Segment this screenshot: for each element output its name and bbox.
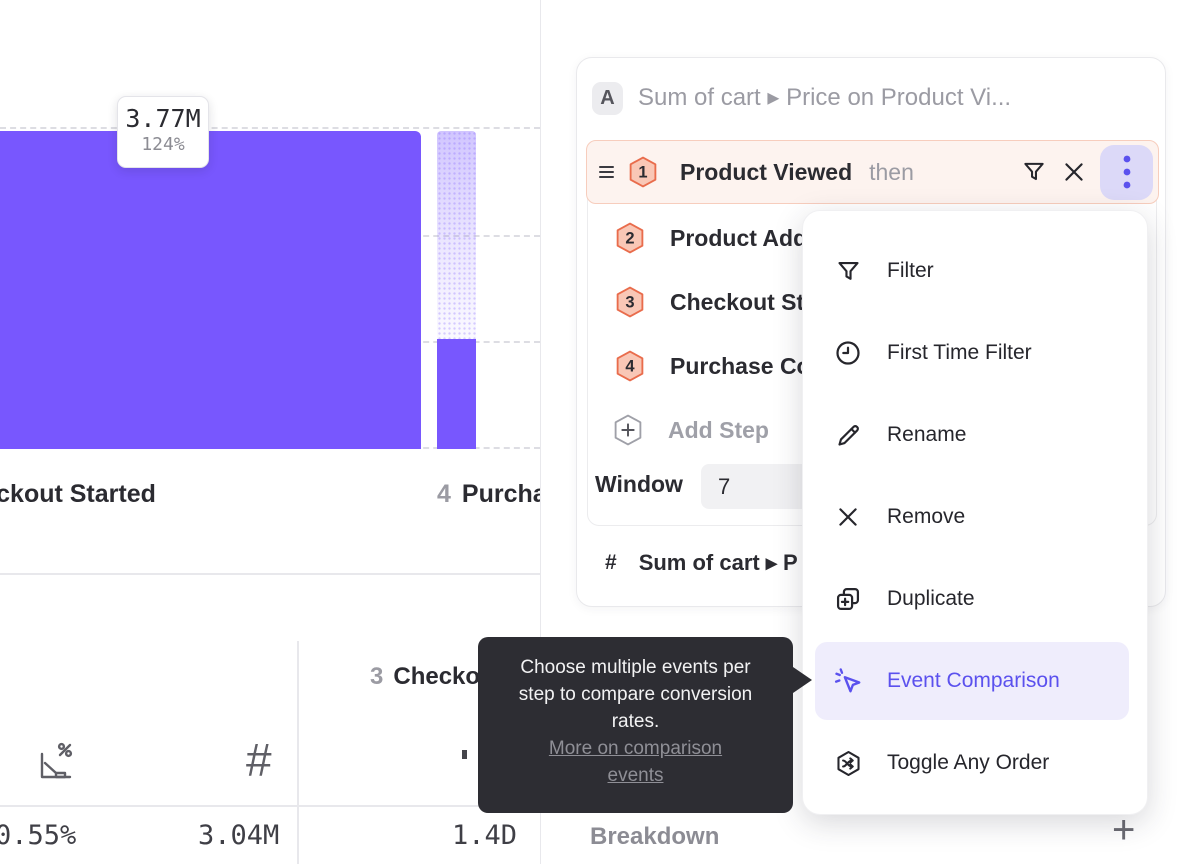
step-options-menu: Filter First Time Filter Rename xyxy=(802,210,1148,815)
step-remove-button[interactable] xyxy=(1054,152,1094,192)
svg-text:2: 2 xyxy=(625,230,634,248)
chart-tooltip-percent: 124% xyxy=(141,134,185,155)
info-tooltip-link[interactable]: More on comparison events xyxy=(548,738,723,786)
svg-text:3: 3 xyxy=(625,294,634,312)
step-row-1[interactable]: 1 Product Viewed then xyxy=(586,140,1159,204)
chart-tooltip-value: 3.77M xyxy=(125,104,201,133)
step-filter-button[interactable] xyxy=(1014,152,1054,192)
count-icon[interactable]: # xyxy=(246,734,272,786)
table-row-divider xyxy=(0,805,541,807)
conversion-rate-icon[interactable] xyxy=(32,740,78,786)
window-label: Window xyxy=(595,471,683,497)
table-cell-count: 3.04M xyxy=(198,820,280,851)
bar-label-text: Purchase Completed xyxy=(461,480,541,508)
menu-highlight xyxy=(815,642,1129,720)
column-step-number: 3 xyxy=(370,663,384,690)
step-badge-3: 3 xyxy=(615,286,645,318)
step-badge-4: 4 xyxy=(615,350,645,382)
breakdown-add-button[interactable]: + xyxy=(1112,808,1136,852)
table-column-divider xyxy=(297,641,299,864)
rename-icon xyxy=(833,420,863,450)
menu-item-rename[interactable]: Rename xyxy=(803,405,1147,465)
filter-icon xyxy=(833,256,863,286)
drag-handle-icon[interactable] xyxy=(598,164,615,180)
metric-row[interactable]: # Sum of cart ▸ P xyxy=(605,547,798,579)
menu-item-filter[interactable]: Filter xyxy=(803,241,1147,301)
chart-tooltip: 3.77M 124% xyxy=(117,96,209,168)
info-tooltip: Choose multiple events per step to compa… xyxy=(478,637,793,813)
first-time-filter-icon xyxy=(833,338,863,368)
step-badge-2: 2 xyxy=(615,222,645,254)
step-badge-1: 1 xyxy=(628,156,658,188)
bar-label-purchase-completed: 4 Purchase Completed xyxy=(437,480,541,509)
breakdown-label: Breakdown xyxy=(590,823,720,850)
remove-icon xyxy=(833,502,863,532)
bar-label-text: Checkout Started xyxy=(0,480,156,508)
info-tooltip-arrow xyxy=(793,667,812,693)
funnel-bar-purchase-dropoff[interactable] xyxy=(437,131,476,339)
avg-time-icon[interactable] xyxy=(462,750,467,759)
duplicate-icon xyxy=(833,584,863,614)
step-more-options-button[interactable] xyxy=(1100,144,1153,200)
step-1-then-label: then xyxy=(869,158,914,185)
menu-item-duplicate[interactable]: Duplicate xyxy=(803,569,1147,629)
funnel-bar-purchase-completed[interactable] xyxy=(437,339,476,449)
panel-divider xyxy=(540,0,541,864)
gridline xyxy=(0,127,540,129)
table-cell-avg-time: 1.4D xyxy=(452,820,518,851)
series-title[interactable]: Sum of cart ▸ Price on Product Vi... xyxy=(638,84,1012,111)
step-1-event-name[interactable]: Product Viewed xyxy=(680,158,853,185)
add-step-button[interactable]: Add Step xyxy=(613,407,769,453)
metric-title: Sum of cart ▸ P xyxy=(638,550,798,575)
window-value: 7 xyxy=(718,473,731,499)
funnel-bar-checkout-started[interactable] xyxy=(0,131,421,449)
bar-label-number: 4 xyxy=(437,480,451,508)
event-comparison-icon xyxy=(833,666,863,696)
table-cell-conversion: 0.55% xyxy=(0,820,77,851)
svg-text:1: 1 xyxy=(638,164,647,182)
menu-item-event-comparison[interactable]: Event Comparison xyxy=(803,651,1147,711)
add-step-label: Add Step xyxy=(668,416,769,443)
series-badge: A xyxy=(592,82,623,115)
svg-text:4: 4 xyxy=(625,358,635,376)
info-tooltip-text: Choose multiple events per step to compa… xyxy=(518,657,753,732)
metric-hash-icon: # xyxy=(605,551,617,574)
menu-item-first-time-filter[interactable]: First Time Filter xyxy=(803,323,1147,383)
menu-item-toggle-any-order[interactable]: Toggle Any Order xyxy=(803,733,1147,793)
toggle-any-order-icon xyxy=(833,748,863,778)
menu-item-remove[interactable]: Remove xyxy=(803,487,1147,547)
add-step-hexagon-plus-icon xyxy=(613,414,643,446)
section-divider xyxy=(0,573,541,575)
